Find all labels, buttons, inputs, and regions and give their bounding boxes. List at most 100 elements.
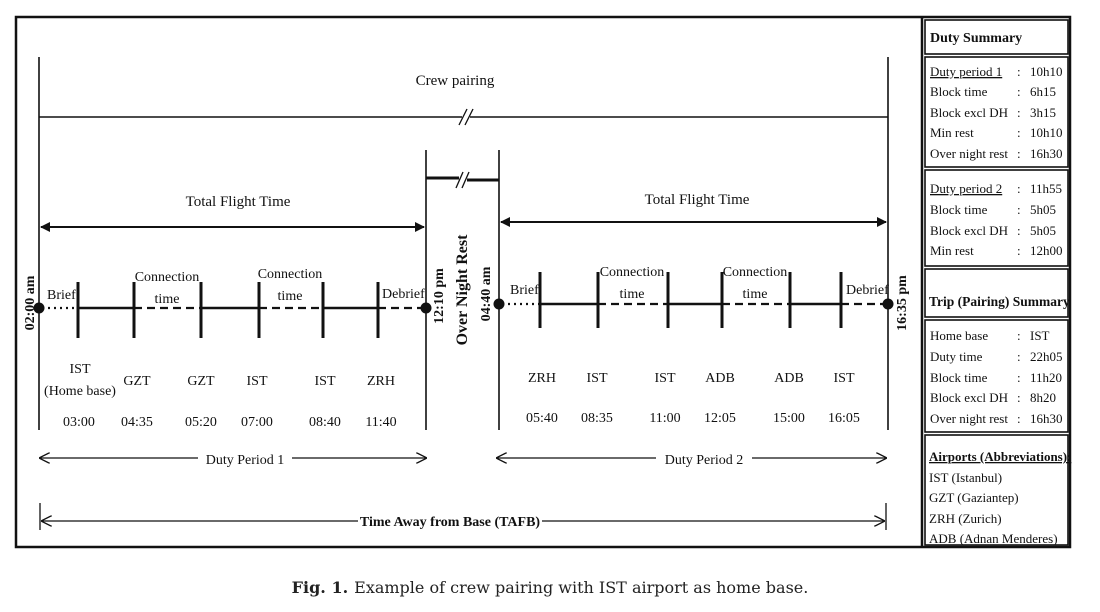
overnight-break-mark <box>455 171 464 189</box>
time-label: 05:20 <box>185 415 217 430</box>
overnight-break-mark-2 <box>461 171 470 189</box>
trip-row-value: 11h20 <box>1030 370 1062 385</box>
duty-period-2-box <box>924 169 1069 267</box>
time-label: 16:05 <box>828 411 860 426</box>
summary-row-label: Block time <box>930 202 988 217</box>
figure-caption-label: Fig. 1. <box>291 578 349 597</box>
crew-pairing-break-mark <box>458 108 468 126</box>
summary-row-label: Block time <box>930 84 988 99</box>
summary-row-value: 3h15 <box>1030 105 1056 120</box>
start-time-label: 02:00 am <box>23 275 38 330</box>
time-label: 05:40 <box>526 411 558 426</box>
summary-row-value: 12h00 <box>1030 243 1063 258</box>
duty2-start-dot <box>493 298 505 310</box>
connection-label: Connection <box>135 270 200 285</box>
duty-period-1-value: 10h10 <box>1030 64 1063 79</box>
time-label: 04:35 <box>121 415 153 430</box>
colon: : <box>1017 181 1021 196</box>
connection-label: Connection <box>723 265 788 280</box>
airport-label: ADB <box>774 371 804 386</box>
duty-period-1-label: Duty Period 1 <box>206 453 285 468</box>
figure-caption-text: Example of crew pairing with IST airport… <box>354 578 809 597</box>
airport-abbreviation: ZRH (Zurich) <box>929 511 1002 526</box>
airport-label: IST <box>834 371 855 386</box>
airports-box <box>924 434 1069 546</box>
airport-label: GZT <box>187 374 215 389</box>
airport-label: ZRH <box>528 371 556 386</box>
airports-title: Airports (Abbreviations): <box>929 449 1071 464</box>
duty-period-2-value: 11h55 <box>1030 181 1062 196</box>
connection-time-label: time <box>155 292 180 307</box>
connection-label: Connection <box>258 267 323 282</box>
summary-row-label: Block excl DH <box>930 223 1008 238</box>
airport-abbreviation: IST (Istanbul) <box>929 470 1002 485</box>
duty-period-2-title: Duty period 2 <box>930 181 1002 196</box>
trip-row-label: Over night rest <box>930 411 1008 426</box>
trip-row-value: 16h30 <box>1030 411 1063 426</box>
duty-period-1-box <box>924 56 1069 168</box>
colon: : <box>1017 64 1021 79</box>
airport-label: IST <box>655 371 676 386</box>
brief-label-1: Brief <box>47 288 76 303</box>
colon: : <box>1017 328 1021 343</box>
airport-label: ADB <box>705 371 735 386</box>
time-label: 07:00 <box>241 415 273 430</box>
trip-row-value: 8h20 <box>1030 390 1056 405</box>
time-label: 15:00 <box>773 411 805 426</box>
connection-time-label: time <box>278 289 303 304</box>
end-time-label: 16:35 pm <box>895 275 910 331</box>
crew-pairing-break-mark-2 <box>464 108 474 126</box>
trip-row-value: IST <box>1030 328 1050 343</box>
summary-row-label: Block excl DH <box>930 105 1008 120</box>
summary-row-label: Over night rest <box>930 146 1008 161</box>
trip-row-value: 22h05 <box>1030 349 1063 364</box>
debrief-label-1: Debrief <box>382 287 425 302</box>
airport-label: IST <box>587 371 608 386</box>
start-point-dot <box>33 302 45 314</box>
total-flight-time-label-1: Total Flight Time <box>186 194 291 210</box>
duty-summary-header-box <box>924 19 1069 55</box>
time-label: 12:05 <box>704 411 736 426</box>
figure-caption: Fig. 1. Example of crew pairing with IST … <box>0 578 1100 597</box>
colon: : <box>1017 125 1021 140</box>
colon: : <box>1017 146 1021 161</box>
colon: : <box>1017 390 1021 405</box>
duty2-start-time-label: 04:40 am <box>479 266 494 321</box>
airport-label: IST <box>247 374 268 389</box>
crew-pairing-figure: Crew pairing Total Flight Time Total Fli… <box>14 15 1072 549</box>
tafb-label: Time Away from Base (TAFB) <box>360 515 541 530</box>
colon: : <box>1017 370 1021 385</box>
total-flight-time-label-2: Total Flight Time <box>645 192 750 208</box>
colon: : <box>1017 105 1021 120</box>
summary-row-value: 5h05 <box>1030 223 1056 238</box>
summary-row-value: 6h15 <box>1030 84 1056 99</box>
airport-label: GZT <box>123 374 151 389</box>
connection-time-label: time <box>620 287 645 302</box>
connection-label: Connection <box>600 265 665 280</box>
airport-label: IST <box>315 374 336 389</box>
trip-summary-header-box <box>924 268 1069 318</box>
duty-summary-title: Duty Summary <box>930 31 1022 46</box>
airport-label: IST <box>70 362 91 377</box>
end-point-dot <box>882 298 894 310</box>
duty-period-2-label: Duty Period 2 <box>665 453 744 468</box>
summary-row-label: Min rest <box>930 243 974 258</box>
time-label: 11:00 <box>649 411 680 426</box>
colon: : <box>1017 202 1021 217</box>
trip-row-label: Block time <box>930 370 988 385</box>
figure-frame <box>14 15 1072 549</box>
trip-row-label: Home base <box>930 328 988 343</box>
home-base-note: (Home base) <box>44 384 116 399</box>
trip-row-label: Duty time <box>930 349 983 364</box>
colon: : <box>1017 223 1021 238</box>
crew-pairing-label: Crew pairing <box>416 73 495 89</box>
duty1-end-time-label: 12:10 pm <box>432 268 447 324</box>
time-label: 08:35 <box>581 411 613 426</box>
airport-abbreviation: ADB (Adnan Menderes) <box>929 531 1058 546</box>
brief-label-2: Brief <box>510 283 539 298</box>
time-label: 11:40 <box>365 415 396 430</box>
airport-label: ZRH <box>367 374 395 389</box>
trip-summary-box <box>924 319 1069 433</box>
duty-period-1-title: Duty period 1 <box>930 64 1002 79</box>
time-label: 08:40 <box>309 415 341 430</box>
